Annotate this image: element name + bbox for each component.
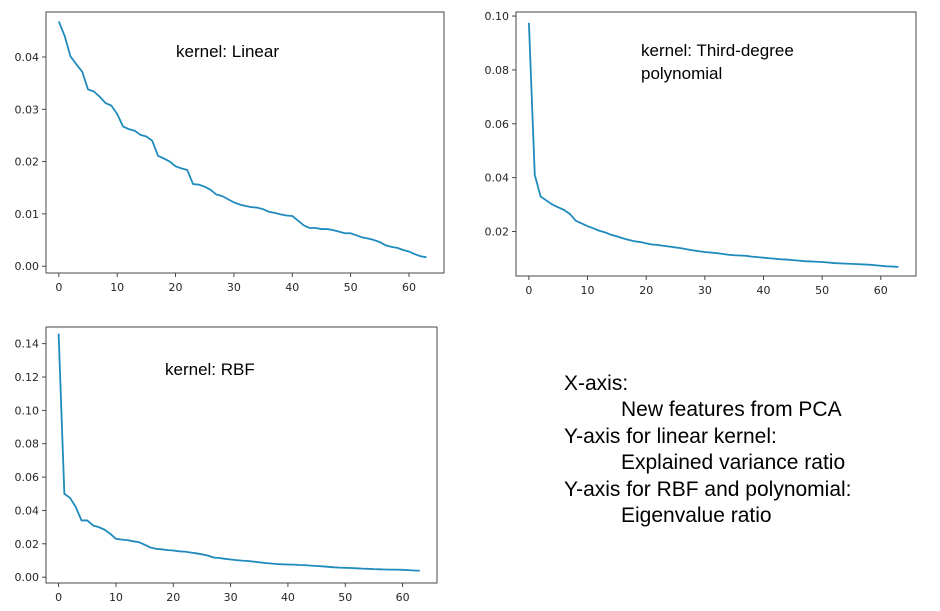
- yaxis-linear-description: Explained variance ratio: [621, 451, 846, 475]
- x-tick-label: 30: [224, 591, 238, 604]
- y-tick-label: 0.02: [15, 538, 40, 551]
- x-tick-label: 60: [874, 284, 888, 297]
- x-tick-label: 30: [698, 284, 712, 297]
- x-tick-label: 50: [338, 591, 352, 604]
- x-tick-label: 20: [639, 284, 653, 297]
- x-tick-label: 10: [110, 281, 124, 294]
- y-tick-label: 0.01: [15, 208, 40, 221]
- y-tick-label: 0.02: [485, 226, 510, 239]
- x-tick-label: 40: [757, 284, 771, 297]
- y-tick-label: 0.08: [485, 64, 510, 77]
- y-tick-label: 0.00: [15, 571, 40, 584]
- y-tick-label: 0.04: [485, 172, 510, 185]
- x-tick-label: 0: [525, 284, 532, 297]
- yaxis-rbf-poly-description: Eigenvalue ratio: [621, 504, 772, 528]
- y-tick-label: 0.00: [15, 260, 40, 273]
- y-tick-label: 0.02: [15, 156, 40, 169]
- axes-frame: [45, 11, 445, 274]
- yaxis-rbf-poly-heading: Y-axis for RBF and polynomial:: [564, 477, 852, 501]
- y-tick-label: 0.08: [15, 438, 40, 451]
- series-line: [57, 333, 420, 572]
- y-tick-label: 0.06: [485, 118, 510, 131]
- axis-description: X-axis: New features from PCA Y-axis for…: [564, 371, 852, 529]
- x-tick-label: 50: [344, 281, 358, 294]
- y-tick-label: 0.10: [485, 10, 510, 23]
- kernel-annotation: kernel: RBF: [165, 360, 255, 379]
- x-tick-label: 50: [815, 284, 829, 297]
- kernel-annotation: kernel: Linear: [176, 42, 279, 61]
- y-tick-label: 0.14: [15, 338, 40, 351]
- x-tick-label: 20: [166, 591, 180, 604]
- x-tick-label: 10: [109, 591, 123, 604]
- y-tick-label: 0.04: [15, 51, 40, 64]
- x-tick-label: 0: [55, 591, 62, 604]
- x-tick-label: 40: [285, 281, 299, 294]
- series-line: [528, 22, 899, 268]
- x-tick-label: 10: [581, 284, 595, 297]
- kernel-annotation: kernel: Third-degree: [641, 41, 794, 60]
- y-tick-label: 0.12: [15, 371, 40, 384]
- xaxis-description: New features from PCA: [621, 398, 842, 422]
- kernel-annotation: polynomial: [641, 64, 722, 83]
- xaxis-heading: X-axis:: [564, 372, 629, 395]
- chart-rbf: 0 10 20 30 40 50 60 0.00 0.02 0.04 0.06 0.08 0.10 0.1…: [15, 326, 438, 604]
- chart-polynomial: 0 10 20 30 40 50 60 0.02 0.04 0.06 0.08 0.10 kernel:…: [485, 10, 917, 297]
- yaxis-linear-heading: Y-axis for linear kernel:: [564, 424, 777, 448]
- y-tick-label: 0.10: [15, 404, 40, 417]
- x-tick-label: 0: [55, 281, 62, 294]
- y-tick-label: 0.03: [15, 103, 40, 116]
- axes-frame: [515, 11, 917, 277]
- chart-linear: 0 10 20 30 40 50 60 0.00 0.01 0.02 0.03 0.04 kernel:…: [15, 11, 445, 294]
- y-tick-label: 0.06: [15, 471, 40, 484]
- axes-frame: [45, 326, 438, 584]
- x-tick-label: 40: [281, 591, 295, 604]
- x-tick-label: 60: [402, 281, 416, 294]
- series-line: [58, 21, 427, 259]
- x-tick-label: 60: [396, 591, 410, 604]
- x-tick-label: 20: [169, 281, 183, 294]
- y-tick-label: 0.04: [15, 504, 40, 517]
- x-tick-label: 30: [227, 281, 241, 294]
